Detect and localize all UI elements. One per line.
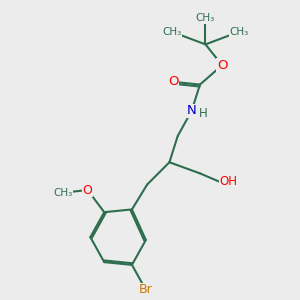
Text: O: O — [168, 75, 179, 88]
Text: OH: OH — [219, 175, 237, 188]
Text: CH₃: CH₃ — [229, 27, 248, 37]
Text: CH₃: CH₃ — [53, 188, 72, 198]
Text: N: N — [187, 104, 196, 118]
Text: CH₃: CH₃ — [163, 27, 182, 37]
Text: Br: Br — [139, 284, 153, 296]
Text: H: H — [199, 107, 208, 120]
Text: O: O — [217, 59, 227, 72]
Text: CH₃: CH₃ — [196, 13, 215, 23]
Text: O: O — [83, 184, 92, 196]
